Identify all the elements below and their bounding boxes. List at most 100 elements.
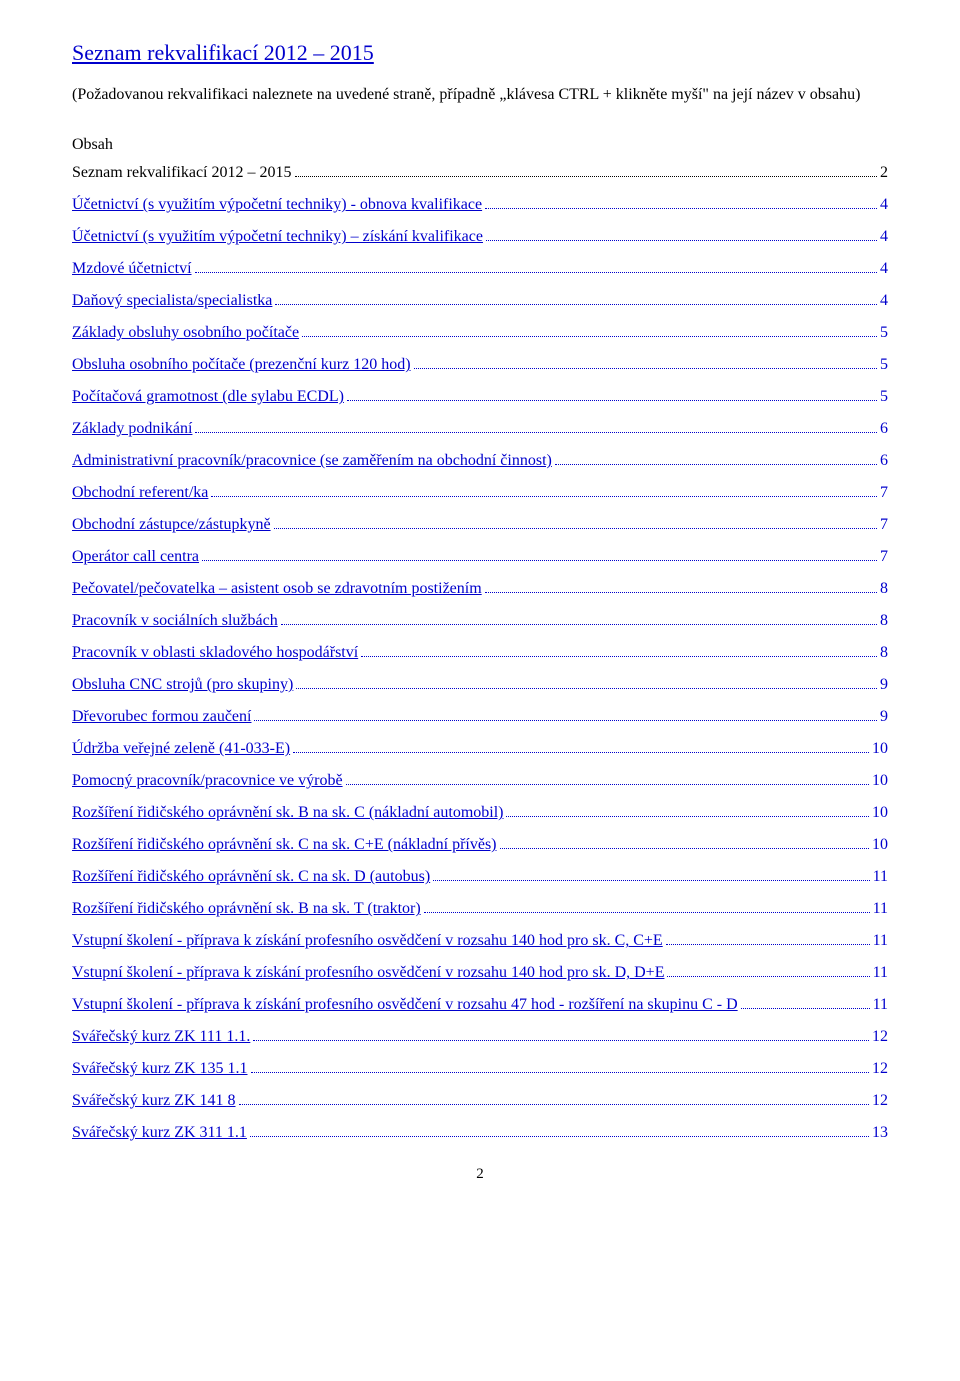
page-title: Seznam rekvalifikací 2012 – 2015 — [72, 40, 888, 66]
toc-entry-label: Vstupní školení - příprava k získání pro… — [72, 932, 663, 950]
toc-entry-page: 11 — [873, 932, 888, 950]
toc-entry[interactable]: Pracovník v oblasti skladového hospodářs… — [72, 644, 888, 662]
toc-leader-dots — [500, 848, 870, 849]
toc-entry[interactable]: Vstupní školení - příprava k získání pro… — [72, 932, 888, 950]
toc-entry[interactable]: Pečovatel/pečovatelka – asistent osob se… — [72, 580, 888, 598]
toc-leader-dots — [666, 944, 870, 945]
toc-entry[interactable]: Základy podnikání6 — [72, 420, 888, 438]
toc-leader-dots — [250, 1136, 869, 1137]
toc-leader-dots — [433, 880, 869, 881]
toc-entry-label: Pečovatel/pečovatelka – asistent osob se… — [72, 580, 482, 598]
toc-entry[interactable]: Daňový specialista/specialistka 4 — [72, 292, 888, 310]
toc-leader-dots — [555, 464, 877, 465]
toc-leader-dots — [202, 560, 877, 561]
toc-entry[interactable]: Pomocný pracovník/pracovnice ve výrobě 10 — [72, 772, 888, 790]
toc-entry[interactable]: Rozšíření řidičského oprávnění sk. C na … — [72, 836, 888, 854]
toc-entry[interactable]: Rozšíření řidičského oprávnění sk. B na … — [72, 900, 888, 918]
toc-entry-page: 7 — [880, 548, 888, 566]
toc-entry[interactable]: Vstupní školení - příprava k získání pro… — [72, 964, 888, 982]
toc-entry-page: 12 — [872, 1060, 888, 1078]
toc-entry[interactable]: Obchodní referent/ka7 — [72, 484, 888, 502]
toc-leader-dots — [254, 720, 877, 721]
toc-entry[interactable]: Rozšíření řidičského oprávnění sk. C na … — [72, 868, 888, 886]
toc-entry[interactable]: Účetnictví (s využitím výpočetní technik… — [72, 228, 888, 246]
document-page: Seznam rekvalifikací 2012 – 2015 (Požado… — [0, 0, 960, 1203]
toc-leader-dots — [274, 528, 877, 529]
toc-entry-label: Počítačová gramotnost (dle sylabu ECDL) — [72, 388, 344, 406]
toc-entry-label: Svářečský kurz ZK 111 1.1. — [72, 1028, 250, 1046]
toc-entry-page: 4 — [880, 292, 888, 310]
toc-entry-label: Obchodní zástupce/zástupkyně — [72, 516, 271, 534]
toc-entry[interactable]: Počítačová gramotnost (dle sylabu ECDL)5 — [72, 388, 888, 406]
toc-entry[interactable]: Vstupní školení - příprava k získání pro… — [72, 996, 888, 1014]
toc-leader-dots — [485, 208, 877, 209]
toc-entry[interactable]: Dřevorubec formou zaučení9 — [72, 708, 888, 726]
toc-entry-label: Rozšíření řidičského oprávnění sk. C na … — [72, 868, 430, 886]
toc-leader-dots — [361, 656, 877, 657]
toc-entry[interactable]: Administrativní pracovník/pracovnice (se… — [72, 452, 888, 470]
toc-entry-page: 11 — [873, 900, 888, 918]
toc-entry-page: 11 — [873, 964, 888, 982]
page-number: 2 — [72, 1166, 888, 1183]
toc-entry-label: Svářečský kurz ZK 141 8 — [72, 1092, 236, 1110]
toc-leader-dots — [195, 272, 877, 273]
toc-entry-label: Účetnictví (s využitím výpočetní technik… — [72, 228, 483, 246]
toc-entry[interactable]: Obchodní zástupce/zástupkyně 7 — [72, 516, 888, 534]
toc-leader-dots — [741, 1008, 870, 1009]
toc-entry-label: Svářečský kurz ZK 311 1.1 — [72, 1124, 247, 1142]
toc-entry-label: Obsluha CNC strojů (pro skupiny) — [72, 676, 293, 694]
toc-entry-page: 7 — [880, 484, 888, 502]
toc-leader-dots — [414, 368, 877, 369]
toc-entry-page: 7 — [880, 516, 888, 534]
toc-entry[interactable]: Účetnictví (s využitím výpočetní technik… — [72, 196, 888, 214]
toc-entry-label: Rozšíření řidičského oprávnění sk. C na … — [72, 836, 497, 854]
toc-leader-dots — [424, 912, 870, 913]
toc-entry-page: 10 — [872, 740, 888, 758]
toc-entry-label: Rozšíření řidičského oprávnění sk. B na … — [72, 804, 503, 822]
toc-entry-page: 8 — [880, 644, 888, 662]
toc-entry-page: 6 — [880, 452, 888, 470]
toc-entry-page: 5 — [880, 356, 888, 374]
toc-entry-page: 12 — [872, 1092, 888, 1110]
toc-leader-dots — [293, 752, 869, 753]
toc-entry[interactable]: Svářečský kurz ZK 311 1.1 13 — [72, 1124, 888, 1142]
toc-entry-label: Svářečský kurz ZK 135 1.1 — [72, 1060, 248, 1078]
toc-entry[interactable]: Mzdové účetnictví4 — [72, 260, 888, 278]
toc-entry-page: 5 — [880, 324, 888, 342]
toc-entry[interactable]: Základy obsluhy osobního počítače5 — [72, 324, 888, 342]
toc-entry-label: Pomocný pracovník/pracovnice ve výrobě — [72, 772, 343, 790]
toc-entry[interactable]: Svářečský kurz ZK 135 1.1 12 — [72, 1060, 888, 1078]
toc-entry-label: Vstupní školení - příprava k získání pro… — [72, 996, 738, 1014]
toc-entry[interactable]: Pracovník v sociálních službách8 — [72, 612, 888, 630]
toc-entry-page: 4 — [880, 196, 888, 214]
toc-entry[interactable]: Obsluha CNC strojů (pro skupiny) 9 — [72, 676, 888, 694]
toc-leader-dots — [253, 1040, 869, 1041]
toc-entry-label: Dřevorubec formou zaučení — [72, 708, 251, 726]
toc-entry-page: 2 — [880, 164, 888, 182]
toc-leader-dots — [506, 816, 869, 817]
toc-entry-page: 13 — [872, 1124, 888, 1142]
toc-entry-label: Obsluha osobního počítače (prezenční kur… — [72, 356, 411, 374]
toc-leader-dots — [667, 976, 869, 977]
toc-entry-page: 10 — [872, 772, 888, 790]
toc-entry-page: 9 — [880, 676, 888, 694]
toc-entry[interactable]: Údržba veřejné zeleně (41-033-E)10 — [72, 740, 888, 758]
toc-entry-label: Daňový specialista/specialistka — [72, 292, 272, 310]
toc-leader-dots — [296, 688, 877, 689]
toc-leader-dots — [346, 784, 869, 785]
toc-entry[interactable]: Rozšíření řidičského oprávnění sk. B na … — [72, 804, 888, 822]
toc-entry[interactable]: Svářečský kurz ZK 111 1.1.12 — [72, 1028, 888, 1046]
toc-entry[interactable]: Obsluha osobního počítače (prezenční kur… — [72, 356, 888, 374]
toc-entry[interactable]: Svářečský kurz ZK 141 8 12 — [72, 1092, 888, 1110]
toc-entry-label: Vstupní školení - příprava k získání pro… — [72, 964, 664, 982]
table-of-contents: Seznam rekvalifikací 2012 – 20152Účetnic… — [72, 164, 888, 1142]
toc-leader-dots — [485, 592, 877, 593]
toc-entry-label: Administrativní pracovník/pracovnice (se… — [72, 452, 552, 470]
toc-entry-label: Pracovník v oblasti skladového hospodářs… — [72, 644, 358, 662]
toc-entry-page: 4 — [880, 260, 888, 278]
toc-entry-label: Rozšíření řidičského oprávnění sk. B na … — [72, 900, 421, 918]
toc-entry-label: Operátor call centra — [72, 548, 199, 566]
toc-entry[interactable]: Operátor call centra 7 — [72, 548, 888, 566]
toc-heading: Obsah — [72, 136, 888, 154]
page-subtitle: (Požadovanou rekvalifikaci naleznete na … — [72, 84, 888, 106]
